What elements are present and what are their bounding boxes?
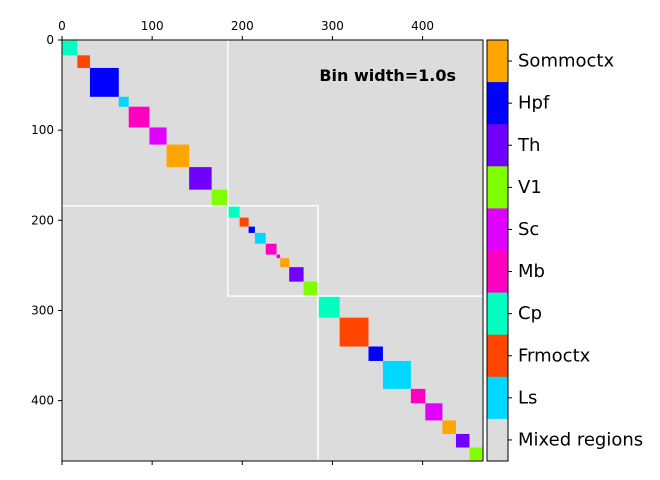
colorbar-swatch-9 — [487, 418, 508, 462]
y-axis-ticks: 0 100 200 300 400 — [31, 33, 62, 408]
y-tick-label-3: 300 — [31, 303, 54, 317]
x-axis-ticks: 0 100 200 300 400 — [58, 19, 434, 465]
block-16 — [289, 267, 304, 282]
block-23 — [425, 403, 443, 421]
x-tick-label-1: 100 — [141, 19, 164, 33]
legend-label-9: Mixed regions — [518, 429, 643, 450]
colorbar-swatch-8 — [487, 376, 508, 420]
block-18 — [318, 296, 340, 318]
block-3 — [118, 96, 129, 107]
colorbar-swatch-6 — [487, 292, 508, 336]
block-13 — [265, 243, 277, 255]
block-9 — [227, 205, 240, 218]
region-colorbar: Sommoctx Hpf Th V1 Sc Mb Cp Frmoctx Ls Mixed regi… — [486, 39, 643, 462]
colorbar-swatch-1 — [487, 82, 508, 125]
matrix-frame — [61, 39, 484, 462]
block-17 — [303, 281, 319, 297]
block-2 — [89, 67, 119, 97]
legend-label-1: Hpf — [518, 93, 550, 114]
bin-width-annotation: Bin width=1.0s — [319, 66, 456, 85]
colorbar-swatch-2 — [487, 124, 508, 167]
legend-label-7: Frmoctx — [518, 345, 591, 366]
block-19 — [339, 317, 369, 347]
block-1 — [77, 55, 90, 68]
block-4 — [128, 106, 150, 128]
legend-label-2: Th — [517, 135, 540, 156]
legend-label-5: Mb — [518, 261, 545, 282]
y-tick-label-0: 0 — [46, 33, 54, 47]
block-14 — [276, 254, 281, 259]
block-12 — [254, 232, 266, 244]
matrix-blocks — [62, 40, 483, 461]
legend-label-0: Sommoctx — [518, 51, 614, 72]
block-11 — [248, 226, 255, 233]
block-26 — [469, 447, 483, 461]
x-tick-label-0: 0 — [58, 19, 66, 33]
block-5 — [149, 127, 167, 145]
y-tick-label-1: 100 — [31, 123, 54, 137]
block-21 — [382, 360, 411, 389]
block-8 — [211, 189, 228, 206]
block-25 — [455, 433, 470, 448]
colorbar-swatch-7 — [487, 334, 508, 378]
legend-label-6: Cp — [518, 303, 542, 324]
x-tick-label-2: 200 — [231, 19, 254, 33]
block-7 — [189, 167, 212, 190]
block-6 — [166, 144, 190, 168]
colorbar-frame — [486, 39, 509, 462]
block-20 — [368, 346, 383, 361]
block-15 — [280, 258, 290, 268]
colorbar-swatch-0 — [487, 40, 508, 83]
colorbar-swatch-5 — [487, 250, 508, 293]
legend-label-8: Ls — [518, 387, 537, 408]
x-tick-label-3: 300 — [321, 19, 344, 33]
colorbar-swatch-3 — [487, 166, 508, 209]
block-10 — [239, 217, 249, 227]
y-tick-label-2: 200 — [31, 213, 54, 227]
colorbar-swatch-4 — [487, 208, 508, 251]
y-tick-label-4: 400 — [31, 394, 54, 408]
block-0 — [62, 40, 78, 56]
legend-label-4: Sc — [518, 219, 539, 240]
legend-label-3: V1 — [518, 177, 542, 198]
x-tick-label-4: 400 — [411, 19, 434, 33]
block-24 — [442, 420, 456, 434]
block-22 — [410, 388, 426, 404]
